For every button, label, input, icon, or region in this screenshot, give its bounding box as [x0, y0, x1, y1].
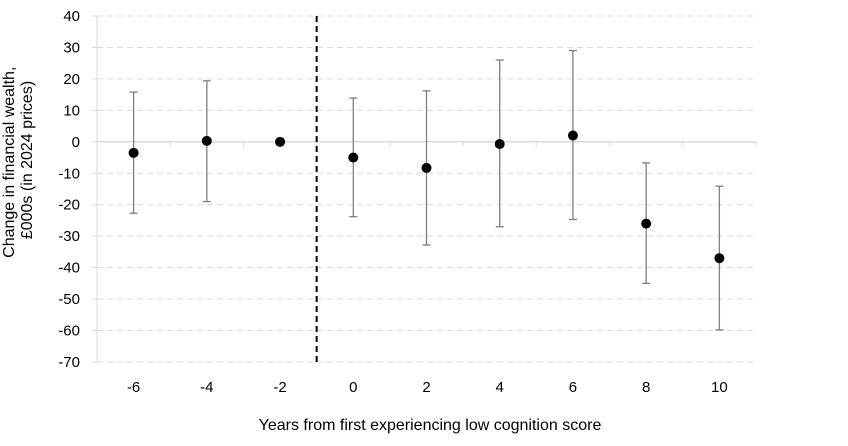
- y-tick-label: -30: [58, 228, 80, 245]
- data-point: [128, 147, 139, 158]
- y-tick-label: 10: [63, 102, 80, 119]
- x-tick-label: 4: [496, 379, 504, 396]
- x-axis-title: Years from first experiencing low cognit…: [259, 417, 602, 434]
- y-tick-label: -70: [58, 354, 80, 371]
- data-point: [275, 136, 286, 147]
- y-tick-label: 20: [63, 71, 80, 88]
- y-tick-label: -20: [58, 197, 80, 214]
- y-axis-title-line-1: Change in financial wealth,: [1, 67, 18, 258]
- x-tick-label: -2: [273, 379, 286, 396]
- x-tick-label: 6: [569, 379, 577, 396]
- y-tick-label: -10: [58, 165, 80, 182]
- data-points: [128, 130, 725, 264]
- x-axis-tick-labels: -6 -4 -2 0 2 4 6 8 10: [127, 379, 728, 396]
- x-tick-label: 2: [422, 379, 430, 396]
- data-point: [641, 218, 652, 229]
- data-point: [567, 130, 578, 141]
- x-tick-label: 0: [349, 379, 357, 396]
- y-tick-label: -50: [58, 291, 80, 308]
- y-tick-label: 30: [63, 39, 80, 56]
- data-point: [348, 152, 359, 163]
- y-axis-title-line-2: £000s (in 2024 prices): [19, 81, 36, 239]
- y-axis-title: Change in financial wealth, £000s (in 20…: [1, 62, 36, 258]
- axes: [92, 15, 757, 363]
- x-tick-label: 10: [711, 379, 728, 396]
- y-tick-label: 40: [63, 8, 80, 25]
- data-point: [494, 139, 505, 150]
- data-point: [714, 253, 725, 264]
- data-point: [421, 162, 432, 173]
- x-tick-label: 8: [642, 379, 650, 396]
- y-tick-label: -40: [58, 260, 80, 277]
- y-tick-label: 0: [72, 134, 80, 151]
- data-point: [201, 135, 212, 146]
- x-tick-label: -4: [200, 379, 213, 396]
- y-tick-label: -60: [58, 323, 80, 340]
- error-bars: [129, 49, 724, 331]
- y-axis-tick-labels: 40 30 20 10 0 -10 -20 -30 -40 -50 -60 -70: [58, 8, 80, 371]
- x-tick-label: -6: [127, 379, 140, 396]
